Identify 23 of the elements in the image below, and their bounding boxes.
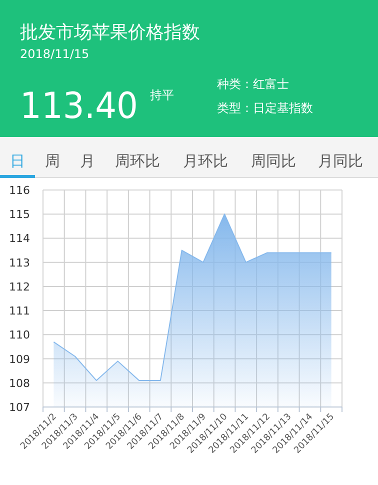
y-tick-label: 110 [9,328,30,342]
text: 种类：红富士 [217,77,289,91]
chart-subtitle: 2018/11/15 [20,47,90,61]
text: 日 [10,152,25,170]
y-tick-label: 109 [9,352,30,366]
chart-title: 批发市场苹果价格指数 [20,22,200,43]
y-tick-label: 115 [9,208,30,222]
y-tick-label: 113 [9,256,30,270]
y-tick-label: 111 [9,304,30,318]
text: 月 [80,152,95,170]
text: 周同比 [251,152,296,170]
text: 周环比 [115,152,160,170]
text: 持平 [150,88,174,102]
text: 113.40 [20,86,146,127]
y-tick-label: 108 [9,376,30,390]
text: 周 [45,152,60,170]
y-tick-label: 112 [9,280,30,294]
y-tick-label: 114 [9,232,30,246]
text: 月环比 [183,152,228,170]
y-tick-label: 116 [9,184,30,197]
y-tick-label: 107 [9,401,30,414]
text: 月同比 [318,152,363,170]
text: 类型：日定基指数 [217,101,313,115]
